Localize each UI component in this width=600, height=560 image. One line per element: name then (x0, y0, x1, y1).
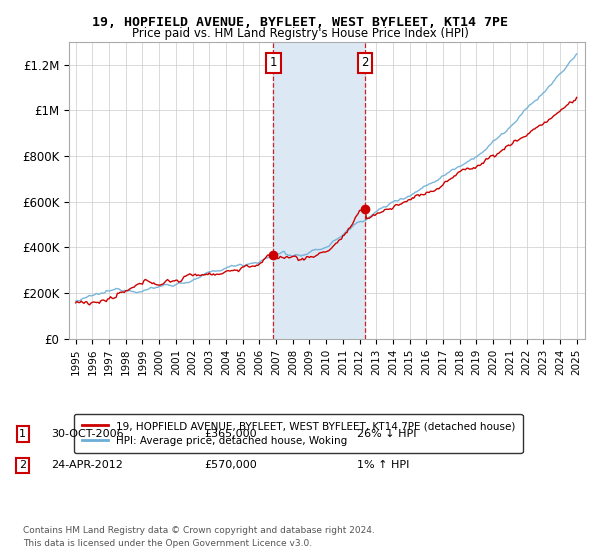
Text: 1% ↑ HPI: 1% ↑ HPI (357, 460, 409, 470)
Text: 1: 1 (269, 56, 277, 69)
Text: 24-APR-2012: 24-APR-2012 (51, 460, 123, 470)
Text: Price paid vs. HM Land Registry's House Price Index (HPI): Price paid vs. HM Land Registry's House … (131, 27, 469, 40)
Text: 2: 2 (361, 56, 369, 69)
Text: 2: 2 (19, 460, 26, 470)
Text: 19, HOPFIELD AVENUE, BYFLEET, WEST BYFLEET, KT14 7PE: 19, HOPFIELD AVENUE, BYFLEET, WEST BYFLE… (92, 16, 508, 29)
Text: £570,000: £570,000 (204, 460, 257, 470)
Text: £365,000: £365,000 (204, 429, 257, 439)
Text: 26% ↓ HPI: 26% ↓ HPI (357, 429, 416, 439)
Text: 1: 1 (19, 429, 26, 439)
Bar (273, 42, 365, 339)
Legend: 19, HOPFIELD AVENUE, BYFLEET, WEST BYFLEET, KT14 7PE (detached house), HPI: Aver: 19, HOPFIELD AVENUE, BYFLEET, WEST BYFLE… (74, 414, 523, 453)
Text: 30-OCT-2006: 30-OCT-2006 (51, 429, 124, 439)
Text: Contains HM Land Registry data © Crown copyright and database right 2024.
This d: Contains HM Land Registry data © Crown c… (23, 526, 374, 548)
